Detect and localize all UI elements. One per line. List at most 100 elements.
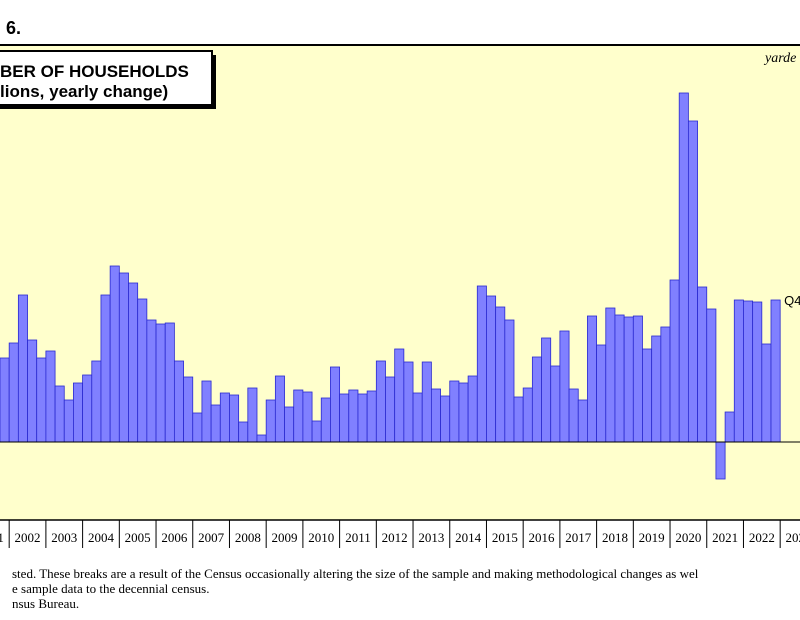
bar [385, 376, 396, 443]
x-tick-label: 2017 [565, 530, 592, 545]
bar [697, 286, 708, 443]
bar [770, 299, 781, 443]
bar [440, 395, 451, 443]
bar [91, 360, 102, 443]
x-tick-label: 2003 [51, 530, 77, 545]
bar [687, 120, 698, 443]
bar [660, 326, 671, 443]
bar [495, 306, 506, 443]
bar [761, 343, 772, 443]
x-tick-label: 2007 [198, 530, 225, 545]
bar [458, 382, 469, 443]
x-tick-label: 2018 [602, 530, 628, 545]
bar [109, 265, 120, 443]
bar [743, 300, 754, 443]
bar [284, 406, 295, 443]
bar [229, 394, 240, 443]
bar [678, 92, 689, 443]
x-tick-label: 2006 [161, 530, 188, 545]
bar [733, 299, 744, 443]
bar [348, 389, 359, 443]
bar [752, 301, 763, 443]
source-tag: yarde [763, 51, 796, 66]
bar [467, 375, 478, 443]
bar [632, 315, 643, 443]
bar [210, 404, 221, 443]
bar [339, 393, 350, 443]
bar [541, 337, 552, 443]
x-tick-label: 2020 [675, 530, 701, 545]
x-tick-label: 2010 [308, 530, 334, 545]
bar [522, 387, 533, 443]
bar [330, 366, 341, 443]
bar [430, 388, 441, 443]
chart-title: BER OF HOUSEHOLDS [0, 62, 189, 81]
x-tick-label: 2005 [125, 530, 151, 545]
bar [36, 357, 47, 443]
bar [302, 391, 313, 443]
x-tick-label: 2016 [529, 530, 556, 545]
footnote: nsus Bureau. [12, 596, 79, 611]
bar [642, 348, 653, 443]
bar [137, 298, 148, 443]
x-tick-label: 2009 [272, 530, 298, 545]
bar [587, 315, 598, 443]
bar [146, 319, 157, 443]
bar [476, 285, 487, 443]
bar [421, 361, 432, 443]
bar [293, 389, 304, 443]
bar [247, 387, 258, 443]
bar [623, 316, 634, 443]
bar [118, 272, 129, 443]
bar [183, 376, 194, 443]
bar [357, 393, 368, 443]
bar [577, 399, 588, 443]
annotation: Q4 [784, 293, 800, 308]
bar [715, 441, 726, 480]
bar [403, 361, 414, 443]
bar [550, 365, 561, 443]
bar [0, 357, 10, 443]
x-tick-label: 2014 [455, 530, 482, 545]
x-tick-label: 2012 [382, 530, 408, 545]
bar [568, 388, 579, 443]
bar [45, 350, 56, 443]
x-tick-label: 2019 [639, 530, 665, 545]
bar [27, 339, 38, 443]
x-tick-label: 2013 [418, 530, 444, 545]
bar [155, 323, 166, 443]
bar [412, 392, 423, 443]
x-tick-label: 2021 [712, 530, 738, 545]
x-tick-label: 2023 [786, 530, 800, 545]
plot: 2001 2002 2003 2004 2005 2006 2007 2008 2009 2010… [0, 92, 800, 548]
x-tick-label: 2015 [492, 530, 518, 545]
bar [201, 380, 212, 443]
bar [128, 282, 139, 443]
bar [394, 348, 405, 443]
bar [531, 356, 542, 443]
bar [449, 380, 460, 443]
bar [614, 314, 625, 443]
footnote: e sample data to the decennial census. [12, 581, 209, 596]
bar [73, 382, 84, 443]
bar [265, 399, 276, 443]
bar [17, 294, 28, 443]
bar [724, 411, 735, 443]
bar [559, 330, 570, 443]
bar [311, 420, 322, 443]
bar [274, 375, 285, 443]
bar [596, 344, 607, 443]
x-tick-label: 2002 [15, 530, 41, 545]
x-tick-label: 2004 [88, 530, 115, 545]
bar [669, 279, 680, 443]
bar [238, 421, 249, 443]
bar [173, 360, 184, 443]
bar [513, 396, 524, 443]
bar [164, 322, 175, 443]
bar [8, 342, 19, 443]
bar [100, 294, 111, 443]
bar [256, 434, 267, 443]
title-box [0, 50, 213, 106]
bar [63, 399, 74, 443]
